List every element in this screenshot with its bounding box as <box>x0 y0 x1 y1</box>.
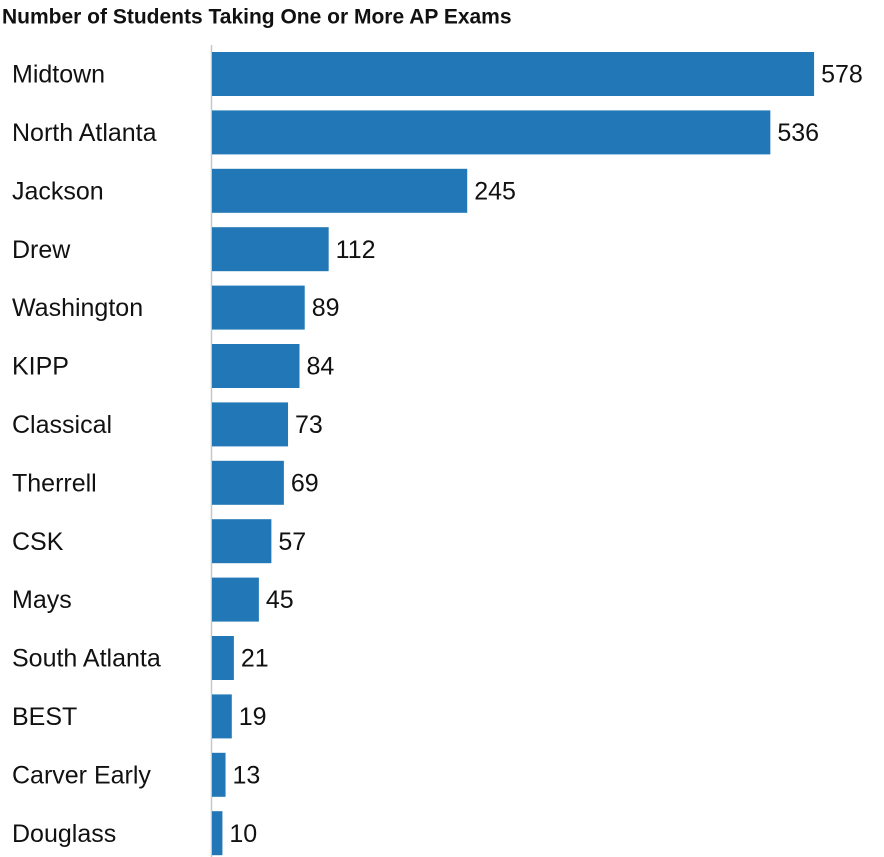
category-label: Carver Early <box>12 761 151 789</box>
value-label: 13 <box>233 761 261 789</box>
bar <box>212 344 300 388</box>
bar <box>212 636 234 680</box>
bar <box>212 519 272 564</box>
category-label: KIPP <box>12 353 69 381</box>
chart-title: Number of Students Taking One or More AP… <box>2 6 512 29</box>
value-label: 84 <box>307 353 335 381</box>
category-label: CSK <box>12 528 64 556</box>
value-label: 73 <box>295 411 323 439</box>
value-label: 69 <box>291 469 319 497</box>
category-label: Therrell <box>12 469 97 497</box>
category-label: Jackson <box>12 177 104 205</box>
bar <box>212 752 226 797</box>
value-label: 536 <box>777 119 819 147</box>
bar <box>212 460 284 505</box>
value-label: 578 <box>821 61 863 89</box>
value-label: 10 <box>229 820 257 848</box>
category-label: Washington <box>12 294 143 322</box>
category-label: Douglass <box>12 820 116 848</box>
value-label: 21 <box>241 645 269 673</box>
bar <box>212 402 289 447</box>
category-label: BEST <box>12 703 77 731</box>
value-label: 57 <box>278 528 306 556</box>
bar <box>212 168 468 213</box>
category-label: Drew <box>12 236 71 264</box>
bar <box>212 577 259 622</box>
bar <box>212 52 815 96</box>
value-label: 19 <box>239 703 267 731</box>
value-label: 89 <box>312 294 340 322</box>
bar <box>212 811 223 856</box>
bar <box>212 110 771 155</box>
bar <box>212 285 305 330</box>
bar <box>212 694 232 739</box>
category-label: South Atlanta <box>12 645 161 673</box>
value-label: 45 <box>266 586 294 614</box>
category-label: Classical <box>12 411 112 439</box>
category-label: North Atlanta <box>12 119 157 147</box>
category-label: Mays <box>12 586 72 614</box>
value-label: 112 <box>336 236 376 264</box>
category-label: Midtown <box>12 61 105 89</box>
value-label: 245 <box>474 177 516 205</box>
bar <box>212 227 329 272</box>
